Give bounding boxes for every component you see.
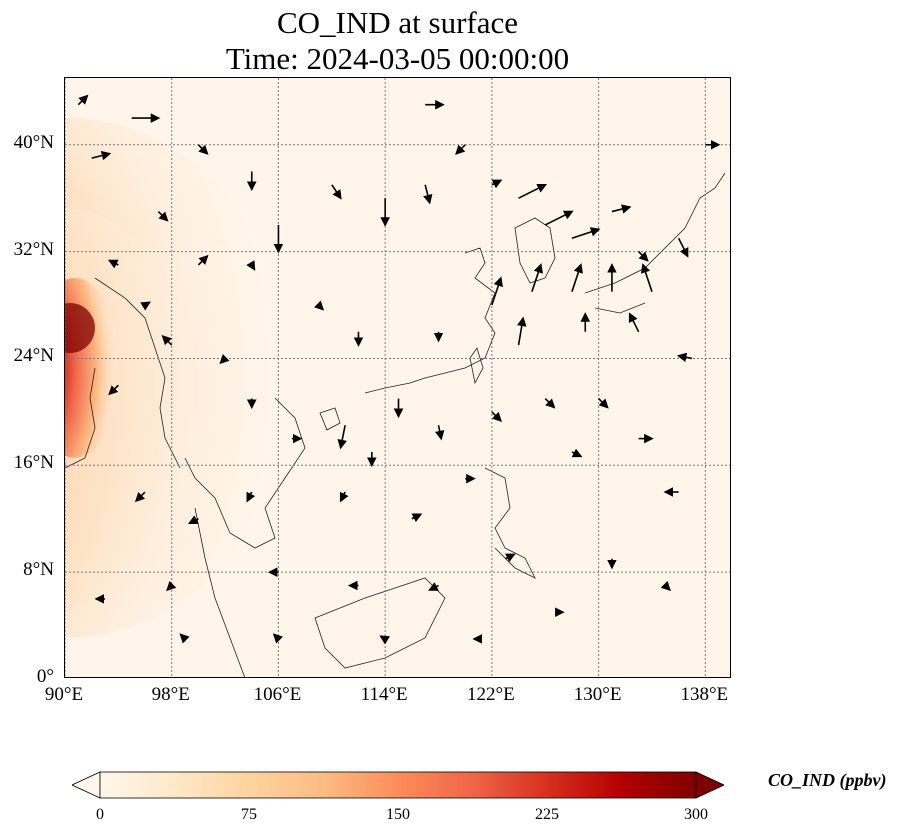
lat-tick-label: 8°N <box>23 559 54 581</box>
colorbar-tick-label: 75 <box>241 806 257 823</box>
wind-arrow <box>179 633 190 644</box>
coastline-korea <box>514 217 556 284</box>
wind-arrow <box>517 316 527 346</box>
coastline-myanmar <box>94 277 181 469</box>
wind-vectors <box>77 94 721 645</box>
wind-arrow <box>411 513 423 523</box>
map-canvas <box>65 78 730 677</box>
lat-tick-label: 32°N <box>13 238 54 260</box>
wind-arrow <box>544 397 556 409</box>
wind-arrow <box>491 276 503 306</box>
map-subtitle-time: Time: 2024-03-05 00:00:00 <box>225 41 570 76</box>
wind-arrow <box>272 633 283 644</box>
coastline-taiwan <box>469 347 484 385</box>
coastline-japan <box>584 172 726 314</box>
wind-arrow <box>134 491 146 503</box>
wind-arrow <box>339 491 349 503</box>
wind-arrow <box>246 491 256 503</box>
wind-arrow <box>428 582 439 591</box>
colorbar-label: CO_IND (ppbv) <box>768 770 887 790</box>
wind-arrow <box>197 254 209 266</box>
coastline-malay <box>194 507 246 677</box>
lon-tick-label: 98°E <box>151 684 190 705</box>
wind-arrow <box>219 353 230 365</box>
wind-arrow <box>77 94 89 106</box>
lon-tick-label: 130°E <box>573 684 622 705</box>
coastline-china-east <box>364 247 496 394</box>
lon-tick-label: 122°E <box>467 684 515 705</box>
wind-arrow <box>676 352 693 363</box>
wind-arrow <box>161 334 173 346</box>
wind-arrow <box>531 263 543 292</box>
wind-arrow <box>611 204 632 214</box>
colorbar-tick-label: 150 <box>386 806 410 823</box>
map-panel <box>64 77 731 678</box>
co-concentration-field <box>65 118 295 638</box>
field-hotspot-core <box>65 303 95 353</box>
colorbar-tick-label: 225 <box>535 806 559 823</box>
lat-tick-label: 24°N <box>13 345 54 367</box>
wind-arrow <box>91 150 112 161</box>
coastline-hainan <box>319 407 341 431</box>
wind-arrow <box>518 183 547 199</box>
wind-arrow <box>434 425 445 441</box>
wind-arrow <box>571 448 583 458</box>
colorbar <box>71 770 725 800</box>
wind-arrow <box>187 515 199 524</box>
map-title: CO_IND at surface <box>276 5 519 40</box>
wind-arrow <box>197 144 209 155</box>
wind-arrow <box>107 259 119 269</box>
lon-tick-label: 90°E <box>44 684 84 705</box>
lat-tick-label: 16°N <box>13 452 54 474</box>
wind-arrow <box>331 184 342 200</box>
colorbar-svg <box>71 771 725 799</box>
lat-tick-label: 40°N <box>13 131 54 153</box>
wind-arrow <box>491 179 503 189</box>
coastline-bay-of-bengal <box>65 367 96 469</box>
coastline-borneo <box>314 577 446 669</box>
colorbar-extend-min <box>71 771 101 799</box>
lon-tick-label: 114°E <box>360 684 408 705</box>
wind-arrow <box>598 397 609 409</box>
wind-arrow <box>166 580 177 592</box>
colorbar-tick-label: 0 <box>96 806 104 823</box>
wind-arrow <box>491 411 503 423</box>
wind-arrow <box>455 144 466 155</box>
wind-arrow <box>628 312 640 333</box>
wind-arrow <box>638 251 649 262</box>
colorbar-gradient <box>99 771 697 799</box>
wind-arrow <box>571 263 583 292</box>
wind-arrow <box>504 553 516 563</box>
wind-arrow <box>677 237 689 258</box>
wind-arrow <box>157 210 169 222</box>
coastline-philippines <box>484 467 536 579</box>
wind-arrow <box>108 384 119 396</box>
wind-arrow <box>640 263 653 292</box>
wind-arrow <box>337 425 347 450</box>
lon-tick-label: 138°E <box>680 684 729 705</box>
wind-arrow <box>140 301 151 311</box>
lon-tick-label: 106°E <box>253 684 302 705</box>
wind-arrow <box>313 300 325 311</box>
wind-arrow <box>660 580 671 592</box>
colorbar-extend-max <box>695 771 725 799</box>
wind-arrow <box>423 184 433 205</box>
wind-arrow <box>544 210 574 226</box>
wind-arrow <box>246 260 256 271</box>
wind-arrow <box>379 635 390 645</box>
wind-arrow <box>571 227 601 240</box>
lat-tick-label: 0° <box>36 666 54 687</box>
colorbar-tick-label: 300 <box>684 806 708 823</box>
gridlines <box>65 78 730 677</box>
